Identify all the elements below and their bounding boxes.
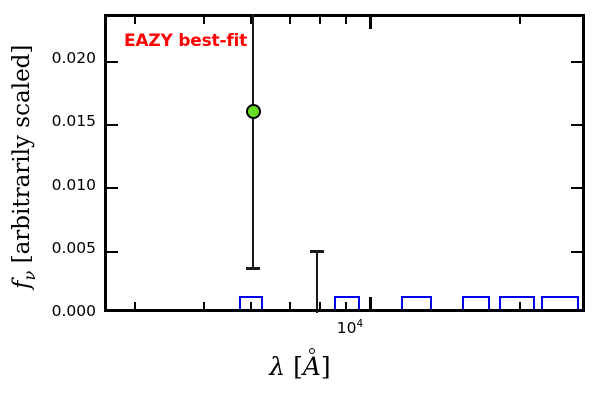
xtick-bottom-minor-1 (134, 302, 136, 309)
xtick-top-minor-6 (345, 17, 347, 24)
model-box-4 (462, 296, 490, 309)
x-axis-title-bracket-close: ] (320, 352, 331, 381)
model-box-3 (401, 296, 432, 309)
xtick-bottom-minor-2 (203, 302, 205, 309)
x-axis-title: λ [A] (0, 352, 600, 381)
xtick-bottom-major-1e4 (369, 297, 372, 309)
ytick-label-3: 0.015 (51, 112, 96, 130)
xtick-bottom-minor-3 (250, 302, 252, 309)
model-box-2 (334, 296, 360, 309)
xtick-label-1e4: 104 (318, 318, 382, 337)
xtick-bottom-minor-6 (345, 302, 347, 309)
ytick-right-0p020 (571, 61, 582, 63)
ytick-label-4: 0.020 (51, 49, 96, 67)
angstrom-ring-icon: A (303, 352, 321, 381)
x-axis-title-lambda: λ (269, 352, 286, 381)
y-axis-title: fν [arbitrarily scaled] (9, 12, 39, 322)
y-axis-title-f: f (9, 280, 36, 289)
y-axis-title-rest: [arbitrarily scaled] (9, 44, 36, 271)
x-axis-title-bracket-open: [ (285, 352, 303, 381)
errorbar-cap-upper-2 (310, 250, 324, 253)
annotation-eazy-best-fit: EAZY best-fit (124, 31, 248, 51)
xtick-top-minor-4 (289, 17, 291, 24)
xtick-top-minor-2 (203, 17, 205, 24)
xtick-bottom-minor-7 (519, 302, 521, 309)
model-box-5 (499, 296, 535, 309)
ytick-right-0p015 (571, 124, 582, 126)
x-axis-title-unit: A (302, 352, 321, 381)
ytick-left-0p005 (107, 251, 118, 253)
xtick-top-minor-1 (134, 17, 136, 24)
ytick-label-1: 0.005 (51, 239, 96, 257)
model-box-1 (239, 296, 263, 309)
ytick-label-0: 0.000 (51, 302, 96, 320)
ytick-right-0p005 (571, 251, 582, 253)
errorbar-line-1 (252, 14, 254, 270)
xtick-label-exponent: 4 (356, 318, 364, 330)
ytick-left-0p020 (107, 61, 118, 63)
xtick-bottom-minor-5 (319, 302, 321, 309)
xtick-top-minor-5 (319, 17, 321, 24)
data-point-observed-1 (246, 104, 261, 119)
y-axis-title-nu: ν (19, 270, 39, 281)
errorbar-line-2 (316, 251, 318, 313)
model-box-6 (541, 296, 579, 309)
ytick-left-0p010 (107, 187, 118, 189)
xtick-top-major-1e4 (369, 17, 372, 29)
xtick-bottom-minor-4 (289, 302, 291, 309)
ytick-label-2: 0.010 (51, 176, 96, 194)
ytick-right-0p010 (571, 187, 582, 189)
xtick-top-minor-3 (250, 17, 252, 24)
xtick-top-minor-7 (519, 17, 521, 24)
plot-area (104, 14, 585, 313)
ytick-left-0p015 (107, 124, 118, 126)
xtick-label-mantissa: 10 (336, 319, 357, 338)
errorbar-cap-lower-1 (246, 267, 260, 270)
